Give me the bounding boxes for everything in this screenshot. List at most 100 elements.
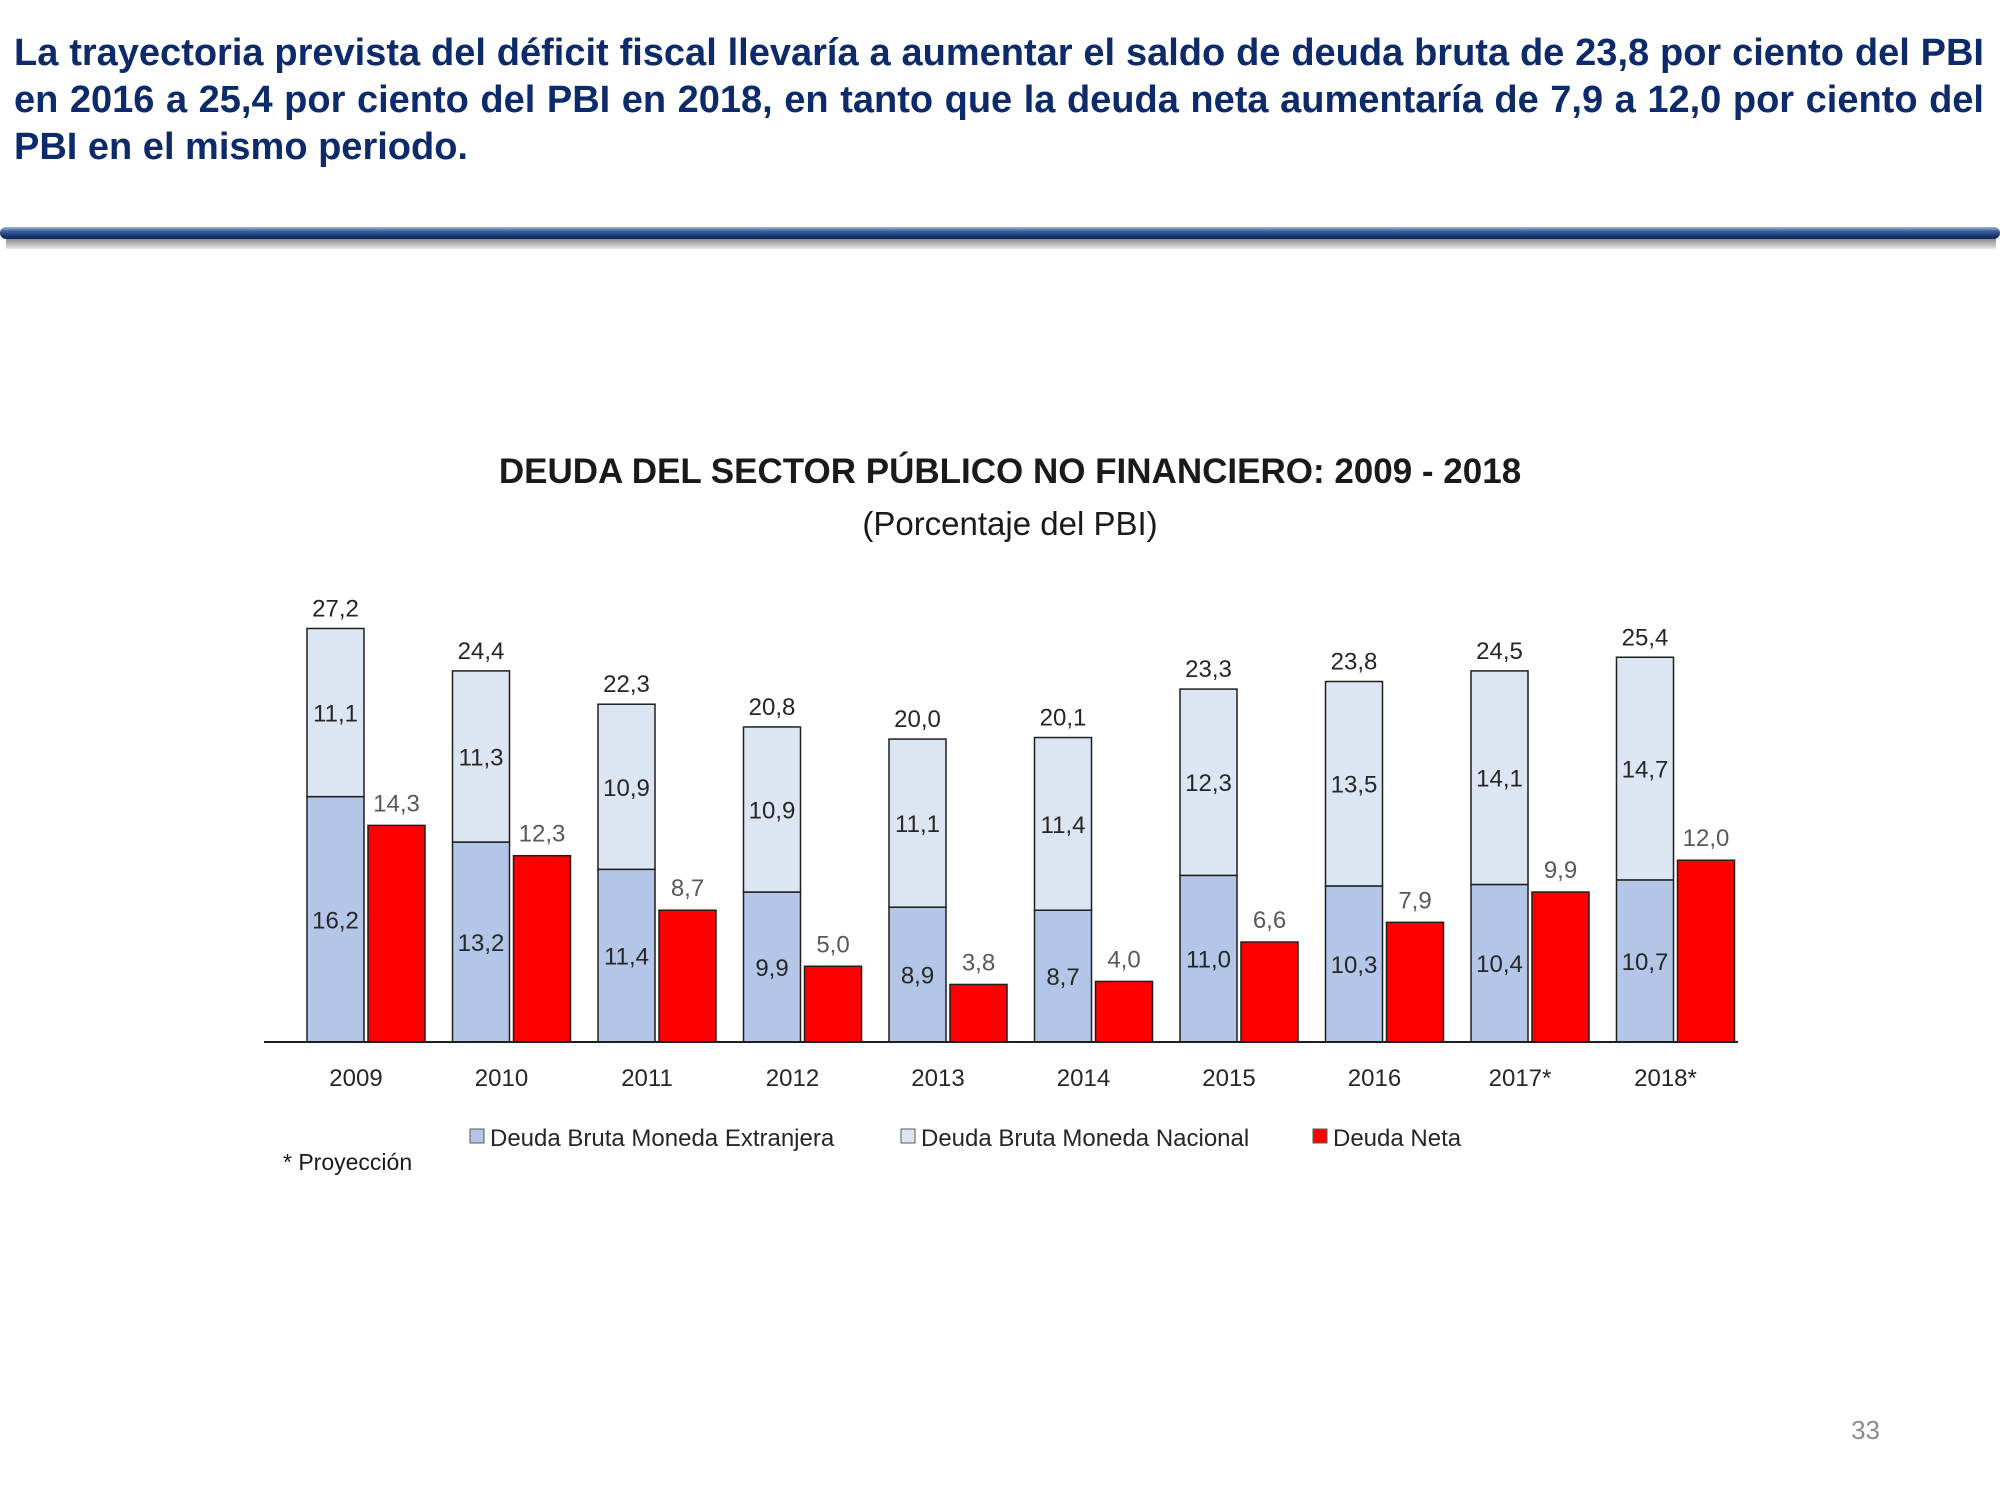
- bar-national-currency: [888, 738, 947, 908]
- bar-group-2014: 8,7 11,4 20,1 4,0 2014: [1033, 705, 1154, 1092]
- label-foreign-currency: 8,9: [901, 963, 934, 990]
- bar-national-currency: [306, 627, 365, 798]
- label-foreign-currency: 13,2: [458, 930, 505, 957]
- legend-label: Deuda Neta: [1333, 1125, 1462, 1152]
- projection-note: * Proyección: [283, 1149, 412, 1175]
- bar-net-debt: [1240, 941, 1299, 1043]
- bar-group-2010: 13,2 11,3 24,4 12,3 2010: [451, 638, 572, 1092]
- legend-item: Deuda Bruta Moneda Nacional: [900, 1125, 1249, 1152]
- label-total-gross-debt: 25,4: [1622, 624, 1669, 651]
- label-foreign-currency: 8,7: [1046, 964, 1079, 991]
- bar-group-2011: 11,4 10,9 22,3 8,7 2011: [597, 671, 717, 1092]
- legend-label: Deuda Bruta Moneda Extranjera: [490, 1125, 835, 1152]
- label-national-currency: 14,7: [1622, 757, 1669, 784]
- bar-national-currency: [742, 726, 802, 893]
- label-national-currency: 11,3: [459, 744, 504, 771]
- label-total-gross-debt: 23,8: [1331, 649, 1378, 676]
- x-tick-label: 2015: [1202, 1065, 1255, 1092]
- bar-foreign-currency: [1179, 874, 1238, 1043]
- label-net-debt: 14,3: [373, 790, 420, 817]
- label-net-debt: 8,7: [671, 875, 704, 902]
- label-national-currency: 12,3: [1185, 770, 1232, 797]
- bar-group-2012: 9,9 10,9 20,8 5,0 2012: [742, 694, 863, 1092]
- bar-net-debt: [803, 965, 863, 1043]
- bar-group-2017: 10,4 14,1 24,5 9,9 2017*: [1470, 638, 1590, 1092]
- label-net-debt: 12,0: [1683, 825, 1730, 852]
- label-foreign-currency: 10,4: [1476, 951, 1523, 978]
- x-tick-label: 2009: [329, 1065, 382, 1092]
- chart-subtitle: (Porcentaje del PBI): [862, 505, 1157, 542]
- label-foreign-currency: 11,0: [1186, 947, 1231, 974]
- label-foreign-currency: 11,4: [604, 944, 649, 971]
- label-foreign-currency: 10,7: [1622, 949, 1669, 976]
- label-total-gross-debt: 23,3: [1185, 656, 1232, 683]
- bar-foreign-currency: [1324, 885, 1384, 1043]
- bar-national-currency: [451, 670, 511, 843]
- bar-net-debt: [1531, 891, 1590, 1043]
- bar-national-currency: [1324, 680, 1384, 887]
- label-net-debt: 5,0: [816, 931, 849, 958]
- plot-area: 16,2 11,1 27,2 14,3 2009 13,2 11,3 24,4 12,3 2010…: [306, 595, 1736, 1092]
- x-tick-label: 2010: [475, 1065, 528, 1092]
- label-total-gross-debt: 22,3: [603, 671, 650, 698]
- header-divider: [0, 227, 2000, 239]
- label-total-gross-debt: 20,1: [1040, 705, 1087, 732]
- x-tick-label: 2014: [1057, 1065, 1110, 1092]
- bar-foreign-currency: [1615, 879, 1675, 1043]
- bar-group-2018: 10,7 14,7 25,4 12,0 2018*: [1615, 624, 1736, 1092]
- bar-net-debt: [512, 854, 572, 1043]
- label-foreign-currency: 16,2: [312, 907, 359, 934]
- slide-headline: La trayectoria prevista del déficit fisc…: [14, 32, 1984, 168]
- label-total-gross-debt: 27,2: [312, 595, 359, 622]
- label-net-debt: 12,3: [519, 821, 566, 848]
- header-divider-shadow: [6, 239, 1996, 249]
- label-national-currency: 14,1: [1476, 766, 1523, 793]
- label-national-currency: 13,5: [1331, 772, 1378, 799]
- x-tick-label: 2011: [621, 1065, 673, 1092]
- label-total-gross-debt: 24,4: [458, 638, 505, 665]
- label-national-currency: 11,4: [1041, 812, 1086, 839]
- label-national-currency: 10,9: [603, 775, 650, 802]
- legend: Deuda Bruta Moneda Extranjera Deuda Bruta…: [469, 1125, 1462, 1152]
- label-net-debt: 6,6: [1253, 907, 1286, 934]
- label-net-debt: 9,9: [1544, 857, 1577, 884]
- label-national-currency: 10,9: [749, 797, 796, 824]
- bar-national-currency: [597, 703, 656, 871]
- bar-net-debt: [1385, 921, 1445, 1043]
- bar-net-debt: [1094, 980, 1154, 1043]
- label-total-gross-debt: 20,8: [749, 694, 796, 721]
- label-net-debt: 4,0: [1107, 946, 1140, 973]
- bar-group-2016: 10,3 13,5 23,8 7,9 2016: [1324, 649, 1445, 1092]
- page-number: 33: [1851, 1415, 1880, 1445]
- x-tick-label: 2017*: [1489, 1065, 1552, 1092]
- bar-foreign-currency: [306, 795, 365, 1043]
- label-national-currency: 11,1: [313, 701, 358, 728]
- label-total-gross-debt: 24,5: [1476, 638, 1523, 665]
- bar-foreign-currency: [451, 841, 511, 1043]
- bar-net-debt: [658, 909, 717, 1043]
- legend-swatch: [900, 1128, 916, 1144]
- label-national-currency: 11,1: [895, 811, 940, 838]
- bar-group-2015: 11,0 12,3 23,3 6,6 2015: [1179, 656, 1299, 1092]
- bar-net-debt: [949, 983, 1008, 1043]
- legend-swatch: [469, 1128, 485, 1144]
- bar-group-2013: 8,9 11,1 20,0 3,8 2013: [888, 706, 1008, 1092]
- label-net-debt: 3,8: [962, 949, 995, 976]
- label-foreign-currency: 10,3: [1331, 952, 1378, 979]
- label-net-debt: 7,9: [1398, 887, 1431, 914]
- bar-national-currency: [1615, 656, 1675, 881]
- bar-foreign-currency: [888, 906, 947, 1043]
- bar-national-currency: [1033, 736, 1093, 911]
- x-tick-label: 2012: [766, 1065, 819, 1092]
- label-total-gross-debt: 20,0: [894, 706, 941, 733]
- label-foreign-currency: 9,9: [755, 955, 788, 982]
- legend-label: Deuda Bruta Moneda Nacional: [921, 1125, 1249, 1152]
- x-tick-label: 2013: [911, 1065, 964, 1092]
- bar-foreign-currency: [1033, 909, 1093, 1043]
- legend-swatch: [1312, 1128, 1328, 1144]
- x-tick-label: 2016: [1348, 1065, 1401, 1092]
- bar-national-currency: [1179, 688, 1238, 877]
- chart-title: DEUDA DEL SECTOR PÚBLICO NO FINANCIERO: …: [499, 451, 1521, 491]
- legend-item: Deuda Bruta Moneda Extranjera: [469, 1125, 835, 1152]
